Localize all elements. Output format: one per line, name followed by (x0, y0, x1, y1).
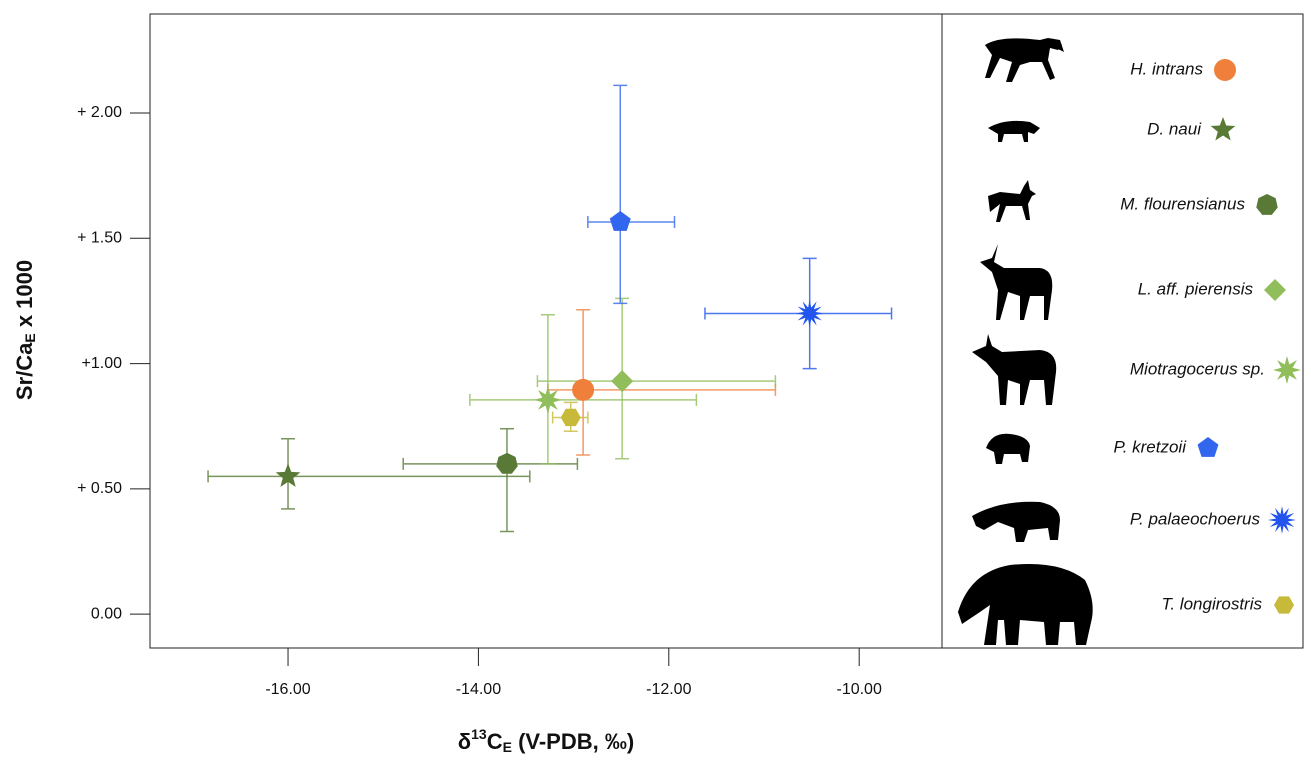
legend-marker (1268, 506, 1296, 534)
x-tick-label: -16.00 (265, 681, 310, 698)
silhouettes (958, 38, 1093, 645)
legend-label: T. longirostris (1162, 594, 1263, 613)
y-label-part: Sr/Ca (12, 342, 37, 400)
y-axis-label: Sr/CaE x 1000 (12, 260, 38, 400)
y-label-part: x 1000 (12, 260, 37, 333)
x-label-part: C (487, 729, 503, 754)
legend-label: P. kretzoii (1114, 437, 1188, 456)
y-tick-label: +1.00 (82, 355, 123, 372)
x-tick-label: -10.00 (836, 681, 881, 698)
y-error-bar (613, 84, 628, 305)
legend-label: Miotragocerus sp. (1130, 359, 1265, 378)
legend-marker (1264, 279, 1286, 301)
marker (572, 378, 595, 401)
marker (560, 408, 581, 427)
legend-label: L. aff. pierensis (1138, 279, 1254, 298)
x-tick-label: -14.00 (456, 681, 501, 698)
legend-label: H. intrans (1130, 59, 1203, 78)
legend-marker (1214, 59, 1236, 81)
legend-label: P. palaeochoerus (1130, 509, 1261, 528)
x-label-part: δ (458, 729, 471, 754)
y-label-sub: E (22, 333, 38, 342)
marker (609, 210, 631, 231)
x-error-bar (587, 215, 676, 228)
legend-frame (941, 13, 1304, 649)
legend-marker (1274, 596, 1294, 614)
legend-marker (1256, 194, 1278, 215)
y-tick-label: + 0.50 (77, 480, 122, 497)
marker (611, 370, 634, 393)
x-error-bar (207, 470, 531, 483)
y-tick-label: + 1.50 (77, 229, 122, 246)
marker (275, 463, 301, 487)
plot-frame (149, 13, 943, 649)
x-label-sub: E (503, 739, 512, 755)
x-axis-label: δ13CE (V-PDB, ‰) (458, 726, 634, 755)
legend-marker (1273, 356, 1301, 384)
x-label-part: (V-PDB, ‰) (512, 729, 634, 754)
legend-label: M. flourensianus (1120, 194, 1245, 213)
legend-marker (1197, 437, 1219, 457)
marker (496, 452, 518, 474)
marker (533, 385, 562, 414)
marker (795, 299, 824, 328)
x-tick-label: -12.00 (646, 681, 691, 698)
y-error-bar (499, 427, 514, 533)
legend-marker (1210, 117, 1236, 141)
y-tick-label: + 2.00 (77, 104, 122, 121)
legend-label: D. naui (1147, 119, 1202, 138)
y-tick-label: 0.00 (91, 605, 122, 622)
x-label-sup: 13 (471, 726, 487, 742)
